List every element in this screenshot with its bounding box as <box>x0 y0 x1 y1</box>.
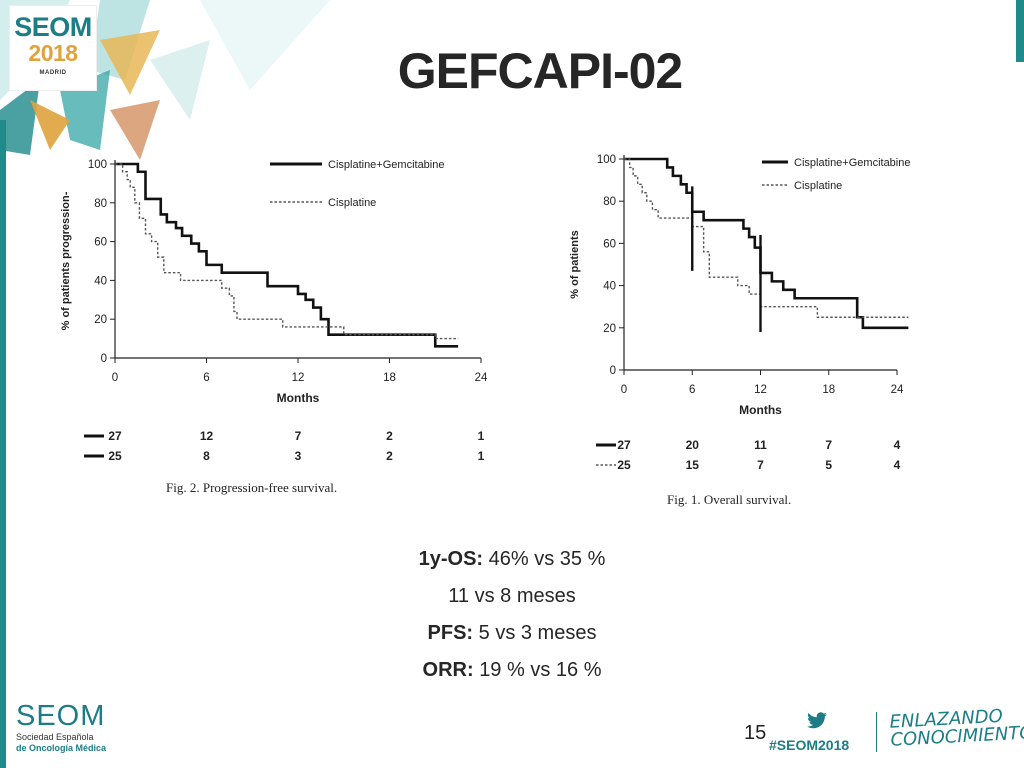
footer-seom-text: SEOM <box>16 700 106 732</box>
footer-society-line1: Sociedad Española <box>16 732 94 742</box>
series-line-cisplatine-gemcitabine <box>115 162 459 348</box>
legend-label: Cisplatine+Gemcitabine <box>328 159 444 171</box>
y-tick-label: 80 <box>603 196 616 208</box>
y-tick-label: 100 <box>597 154 616 166</box>
at-risk-value: 25 <box>108 449 122 463</box>
series-line-cisplatine-gemcitabine <box>624 157 909 330</box>
at-risk-value: 11 <box>754 438 767 452</box>
at-risk-value: 4 <box>894 458 901 472</box>
at-risk-value: 5 <box>825 458 832 472</box>
left-accent-bar <box>0 120 6 768</box>
summary-line-os: 1y-OS: 46% vs 35 % <box>312 544 712 581</box>
summary-text: 19 % vs 16 % <box>479 659 602 681</box>
slide-title: GEFCAPI-02 <box>397 43 684 99</box>
summary-text: 11 vs 8 meses <box>448 585 576 607</box>
y-tick-label: 60 <box>603 238 616 250</box>
at-risk-value: 2 <box>386 449 393 463</box>
seom-society-logo: SEOM Sociedad Española de Oncología Médi… <box>16 700 106 754</box>
at-risk-value: 7 <box>825 438 832 452</box>
x-tick-label: 0 <box>112 372 118 384</box>
series-line-cisplatine <box>115 163 459 340</box>
y-tick-label: 0 <box>101 353 107 365</box>
hashtag-text: #SEOM2018 <box>769 737 850 753</box>
tagline-line2: CONOCIMIENTO <box>889 722 1024 751</box>
y-tick-label: 60 <box>94 237 107 249</box>
y-tick-label: 40 <box>94 275 107 287</box>
summary-label: PFS: <box>427 622 474 644</box>
seom-2018-logo: SEOM 2018 MADRID <box>10 6 96 90</box>
x-axis-label: Months <box>277 391 320 405</box>
y-tick-label: 20 <box>94 314 107 326</box>
summary-text: 5 vs 3 meses <box>478 622 597 644</box>
x-tick-label: 6 <box>203 372 209 384</box>
x-tick-label: 6 <box>689 384 695 396</box>
at-risk-value: 25 <box>617 458 631 472</box>
at-risk-value: 8 <box>203 449 210 463</box>
footer-society-line2: de Oncología Médica <box>16 743 107 753</box>
at-risk-value: 27 <box>108 429 122 443</box>
summary-line-orr: ORR: 19 % vs 16 % <box>312 655 712 692</box>
x-axis-label: Months <box>739 403 782 417</box>
x-tick-label: 0 <box>621 384 627 396</box>
x-tick-label: 18 <box>822 384 835 396</box>
logo-city-text: MADRID <box>39 70 67 76</box>
at-risk-value: 1 <box>478 449 485 463</box>
logo-seom-text: SEOM <box>14 12 92 42</box>
twitter-icon <box>807 712 827 729</box>
y-tick-label: 40 <box>603 281 616 293</box>
at-risk-value: 12 <box>200 429 214 443</box>
y-axis-label: % of patients progression- <box>60 191 72 330</box>
at-risk-value: 15 <box>686 458 700 472</box>
x-tick-label: 24 <box>475 372 488 384</box>
os-chart: 0 20 40 60 80 100 0 6 12 18 24 Months % of patients C… <box>569 154 910 507</box>
legend-label: Cisplatine <box>794 180 842 192</box>
at-risk-value: 2 <box>386 429 393 443</box>
page-number: 15 <box>744 722 767 744</box>
x-tick-label: 12 <box>754 384 767 396</box>
summary-label: ORR: <box>422 659 474 681</box>
x-tick-label: 12 <box>292 372 305 384</box>
footer-divider <box>876 712 877 752</box>
summary-label: 1y-OS: <box>418 548 484 570</box>
at-risk-value: 3 <box>295 449 302 463</box>
at-risk-value: 4 <box>894 438 901 452</box>
at-risk-value: 1 <box>478 429 485 443</box>
summary-block: 1y-OS: 46% vs 35 % 11 vs 8 meses PFS: 5 … <box>312 544 712 692</box>
summary-line-pfs: PFS: 5 vs 3 meses <box>312 618 712 655</box>
y-tick-label: 80 <box>94 198 107 210</box>
y-tick-label: 100 <box>88 159 107 171</box>
at-risk-value: 27 <box>617 438 631 452</box>
at-risk-value: 7 <box>295 429 302 443</box>
at-risk-value: 20 <box>686 438 700 452</box>
logo-year-text: 2018 <box>28 40 78 66</box>
right-accent-bar <box>1016 0 1024 62</box>
x-tick-label: 18 <box>383 372 396 384</box>
at-risk-value: 7 <box>757 458 764 472</box>
tagline: ENLAZANDO CONOCIMIENTO <box>889 706 1024 751</box>
summary-line-os-months: 11 vs 8 meses <box>312 581 712 618</box>
x-tick-label: 24 <box>891 384 904 396</box>
figure-caption: Fig. 2. Progression-free survival. <box>166 480 337 495</box>
legend-label: Cisplatine+Gemcitabine <box>794 157 910 169</box>
y-axis-label: % of patients <box>569 230 581 298</box>
y-tick-label: 20 <box>603 323 616 335</box>
summary-text: 46% vs 35 % <box>488 548 606 570</box>
figure-caption: Fig. 1. Overall survival. <box>667 492 791 507</box>
series-line-cisplatine <box>624 158 909 318</box>
y-tick-label: 0 <box>610 365 616 377</box>
legend-label: Cisplatine <box>328 197 376 209</box>
